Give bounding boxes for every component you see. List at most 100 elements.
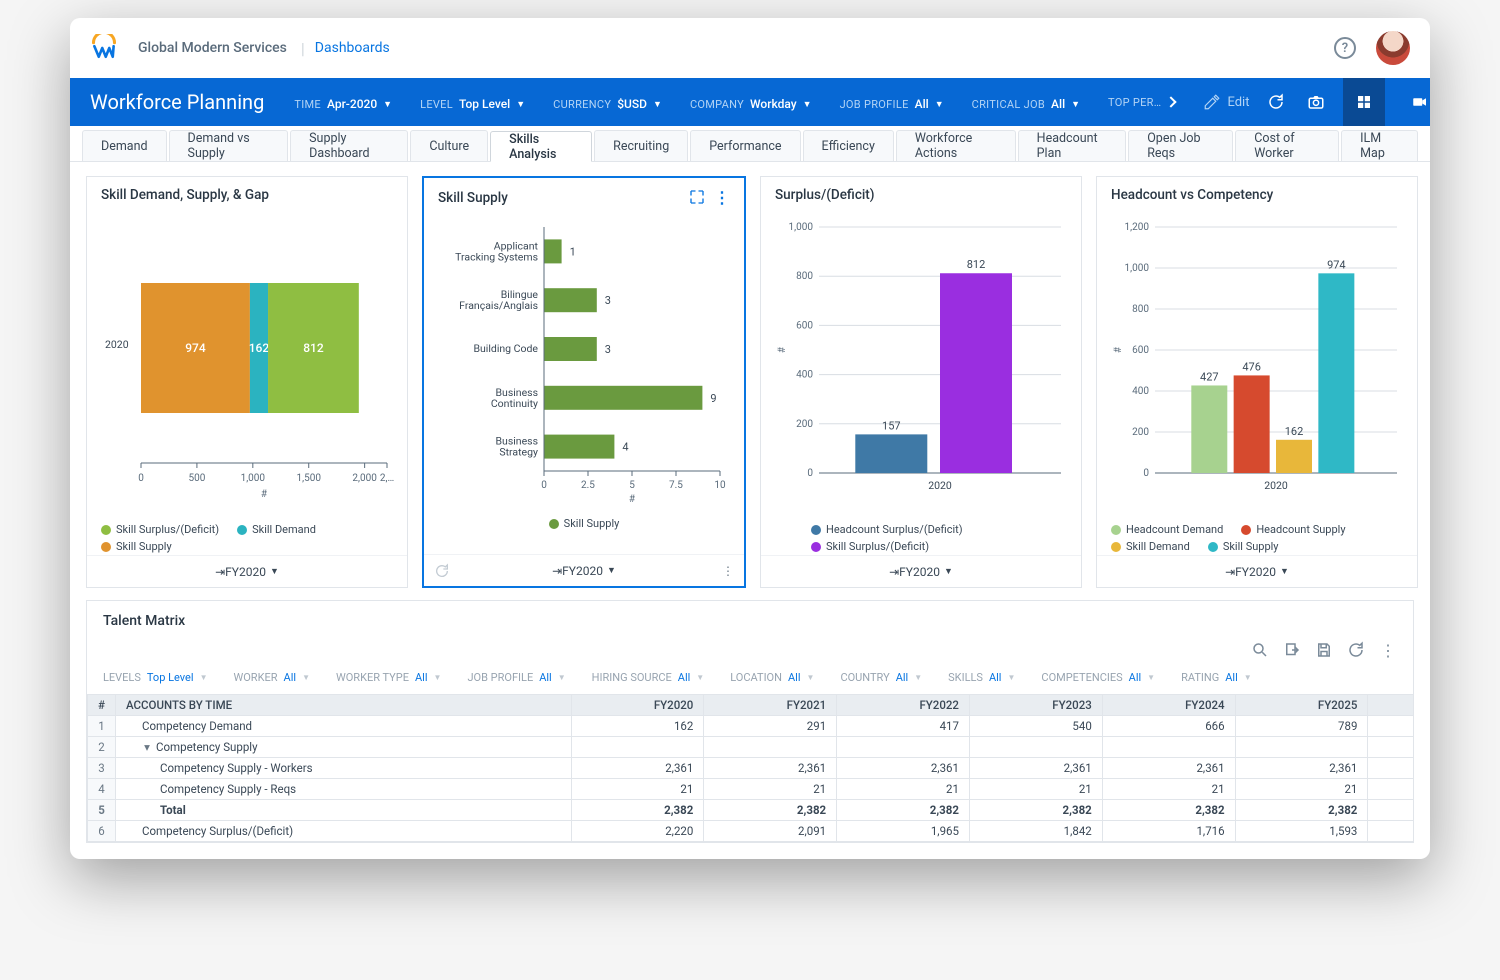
- talent-filters: LEVELSTop Level▼ WORKERAll▼ WORKER TYPEAll…: [87, 667, 1413, 694]
- card-options-icon[interactable]: ⋮: [722, 564, 734, 578]
- tab-strip: DemandDemand vs SupplySupply DashboardCu…: [70, 126, 1430, 162]
- card-footer[interactable]: ⇥ FY2020 ▼ ⋮: [424, 554, 744, 586]
- table-header[interactable]: ACCOUNTS BY TIME: [116, 695, 572, 716]
- filter-company[interactable]: COMPANYWorkday▼: [690, 97, 812, 111]
- page-title: Workforce Planning: [90, 90, 264, 114]
- tab-cost-of-worker[interactable]: Cost of Worker: [1235, 130, 1339, 161]
- camera-button[interactable]: [1303, 89, 1329, 115]
- avatar[interactable]: [1376, 31, 1410, 65]
- grid-view-button[interactable]: [1343, 78, 1385, 126]
- edit-button[interactable]: Edit: [1203, 93, 1249, 111]
- legend-c2: Skill Supply: [434, 511, 734, 532]
- filter-top-perf[interactable]: TOP PER…: [1108, 96, 1175, 109]
- chevron-right-icon: [1166, 96, 1177, 107]
- talent-filter-worker[interactable]: WORKERAll▼: [233, 671, 310, 684]
- refresh-icon: [1267, 93, 1285, 111]
- table-header[interactable]: FY2020: [571, 695, 704, 716]
- save-icon[interactable]: [1315, 641, 1333, 659]
- legend-item: Skill Demand: [237, 523, 316, 536]
- svg-text:3: 3: [605, 294, 611, 307]
- table-row[interactable]: 1Competency Demand162291417540666789: [88, 716, 1414, 737]
- chart-c2[interactable]: 1ApplicantTracking Systems3BilingueFranç…: [434, 217, 734, 507]
- talent-filter-worker-type[interactable]: WORKER TYPEAll▼: [336, 671, 441, 684]
- table-row[interactable]: 2▾Competency Supply: [88, 737, 1414, 758]
- svg-text:476: 476: [1242, 360, 1261, 373]
- table-header[interactable]: FY2024: [1102, 695, 1235, 716]
- svg-text:7.5: 7.5: [669, 480, 683, 491]
- more-icon[interactable]: ⋮: [1379, 641, 1397, 659]
- talent-filter-location[interactable]: LOCATIONAll▼: [730, 671, 814, 684]
- svg-text:200: 200: [796, 419, 813, 430]
- tab-supply-dashboard[interactable]: Supply Dashboard: [290, 130, 408, 161]
- tab-culture[interactable]: Culture: [410, 130, 488, 161]
- svg-text:0: 0: [541, 480, 547, 491]
- svg-text:0: 0: [138, 473, 144, 484]
- chart-c4[interactable]: 02004006008001,0001,200#4274761629742020: [1107, 213, 1407, 513]
- refresh-mini-icon[interactable]: [434, 563, 450, 579]
- talent-filter-country[interactable]: COUNTRYAll▼: [840, 671, 922, 684]
- card-headcount-vs-competency: Headcount vs Competency 02004006008001,0…: [1096, 176, 1418, 588]
- svg-text:427: 427: [1200, 370, 1219, 383]
- refresh-button[interactable]: [1263, 89, 1289, 115]
- export-icon[interactable]: [1283, 641, 1301, 659]
- org-name: Global Modern Services: [138, 40, 287, 56]
- table-row[interactable]: 5Total2,3822,3822,3822,3822,3822,382: [88, 800, 1414, 821]
- talent-filter-hiring-source[interactable]: HIRING SOURCEAll▼: [592, 671, 705, 684]
- filter-level[interactable]: LEVELTop Level▼: [420, 97, 525, 111]
- breadcrumb-divider: |: [301, 39, 305, 58]
- filter-job-profile[interactable]: JOB PROFILEAll▼: [840, 97, 944, 111]
- tab-demand[interactable]: Demand: [82, 130, 167, 161]
- talent-filter-levels[interactable]: LEVELSTop Level▼: [103, 671, 207, 684]
- svg-text:9: 9: [710, 392, 716, 405]
- card-title: Skill Supply: [438, 190, 508, 206]
- table-row[interactable]: 4Competency Supply - Reqs212121212121: [88, 779, 1414, 800]
- svg-text:162: 162: [249, 341, 270, 355]
- chart-c3[interactable]: 02004006008001,000#1578122020: [771, 213, 1071, 513]
- tab-efficiency[interactable]: Efficiency: [803, 130, 894, 161]
- filter-time[interactable]: TIMEApr-2020▼: [294, 97, 392, 111]
- svg-text:162: 162: [1285, 425, 1304, 438]
- svg-text:0: 0: [807, 468, 813, 479]
- card-footer[interactable]: ⇥ FY2020 ▼: [87, 555, 407, 587]
- tab-performance[interactable]: Performance: [690, 130, 800, 161]
- video-button[interactable]: [1399, 78, 1430, 126]
- talent-filter-competencies[interactable]: COMPETENCIESAll▼: [1041, 671, 1155, 684]
- legend-item: Headcount Demand: [1111, 523, 1223, 536]
- breadcrumb-link[interactable]: Dashboards: [315, 40, 390, 56]
- talent-filter-rating[interactable]: RATINGAll▼: [1181, 671, 1252, 684]
- tab-recruiting[interactable]: Recruiting: [594, 130, 688, 161]
- tab-demand-vs-supply[interactable]: Demand vs Supply: [169, 130, 289, 161]
- svg-text:10: 10: [714, 480, 726, 491]
- legend-item: Skill Demand: [1111, 540, 1190, 553]
- card-footer[interactable]: ⇥ FY2020 ▼: [761, 555, 1081, 587]
- chart-c1[interactable]: 05001,0001,5002,0002,…#2020974162812: [97, 213, 397, 513]
- refresh-icon[interactable]: [1347, 641, 1365, 659]
- help-icon[interactable]: ?: [1334, 37, 1356, 59]
- talent-table[interactable]: #ACCOUNTS BY TIMEFY2020FY2021FY2022FY202…: [87, 694, 1413, 842]
- search-icon[interactable]: [1251, 641, 1269, 659]
- tab-open-job-reqs[interactable]: Open Job Reqs: [1128, 130, 1233, 161]
- table-header[interactable]: FY2022: [837, 695, 970, 716]
- svg-text:#: #: [261, 489, 268, 500]
- table-header[interactable]: FY2023: [969, 695, 1102, 716]
- tab-ilm-map[interactable]: ILM Map: [1341, 130, 1418, 161]
- tab-workforce-actions[interactable]: Workforce Actions: [896, 130, 1016, 161]
- expand-icon[interactable]: [688, 188, 706, 206]
- card-menu-icon[interactable]: ⋮: [714, 188, 730, 207]
- table-row[interactable]: 3Competency Supply - Workers2,3612,3612,…: [88, 758, 1414, 779]
- filter-currency[interactable]: CURRENCY$USD▼: [553, 97, 662, 111]
- table-header[interactable]: #: [88, 695, 116, 716]
- filter-bar: Workforce Planning TIMEApr-2020▼ LEVELTop…: [70, 78, 1430, 126]
- table-header[interactable]: FY2025: [1235, 695, 1368, 716]
- svg-text:1,000: 1,000: [789, 222, 814, 233]
- filter-critical-job[interactable]: CRITICAL JOBAll▼: [972, 97, 1080, 111]
- talent-filter-skills[interactable]: SKILLSAll▼: [948, 671, 1015, 684]
- tab-skills-analysis[interactable]: Skills Analysis: [490, 131, 592, 162]
- table-row[interactable]: 6Competency Surplus/(Deficit)2,2202,0911…: [88, 821, 1414, 842]
- card-footer[interactable]: ⇥ FY2020 ▼: [1097, 555, 1417, 587]
- talent-filter-job-profile[interactable]: JOB PROFILEAll▼: [467, 671, 565, 684]
- tab-headcount-plan[interactable]: Headcount Plan: [1018, 130, 1127, 161]
- card-surplus-deficit: Surplus/(Deficit) 02004006008001,000#157…: [760, 176, 1082, 588]
- table-header[interactable]: FY2021: [704, 695, 837, 716]
- svg-text:#: #: [777, 346, 788, 353]
